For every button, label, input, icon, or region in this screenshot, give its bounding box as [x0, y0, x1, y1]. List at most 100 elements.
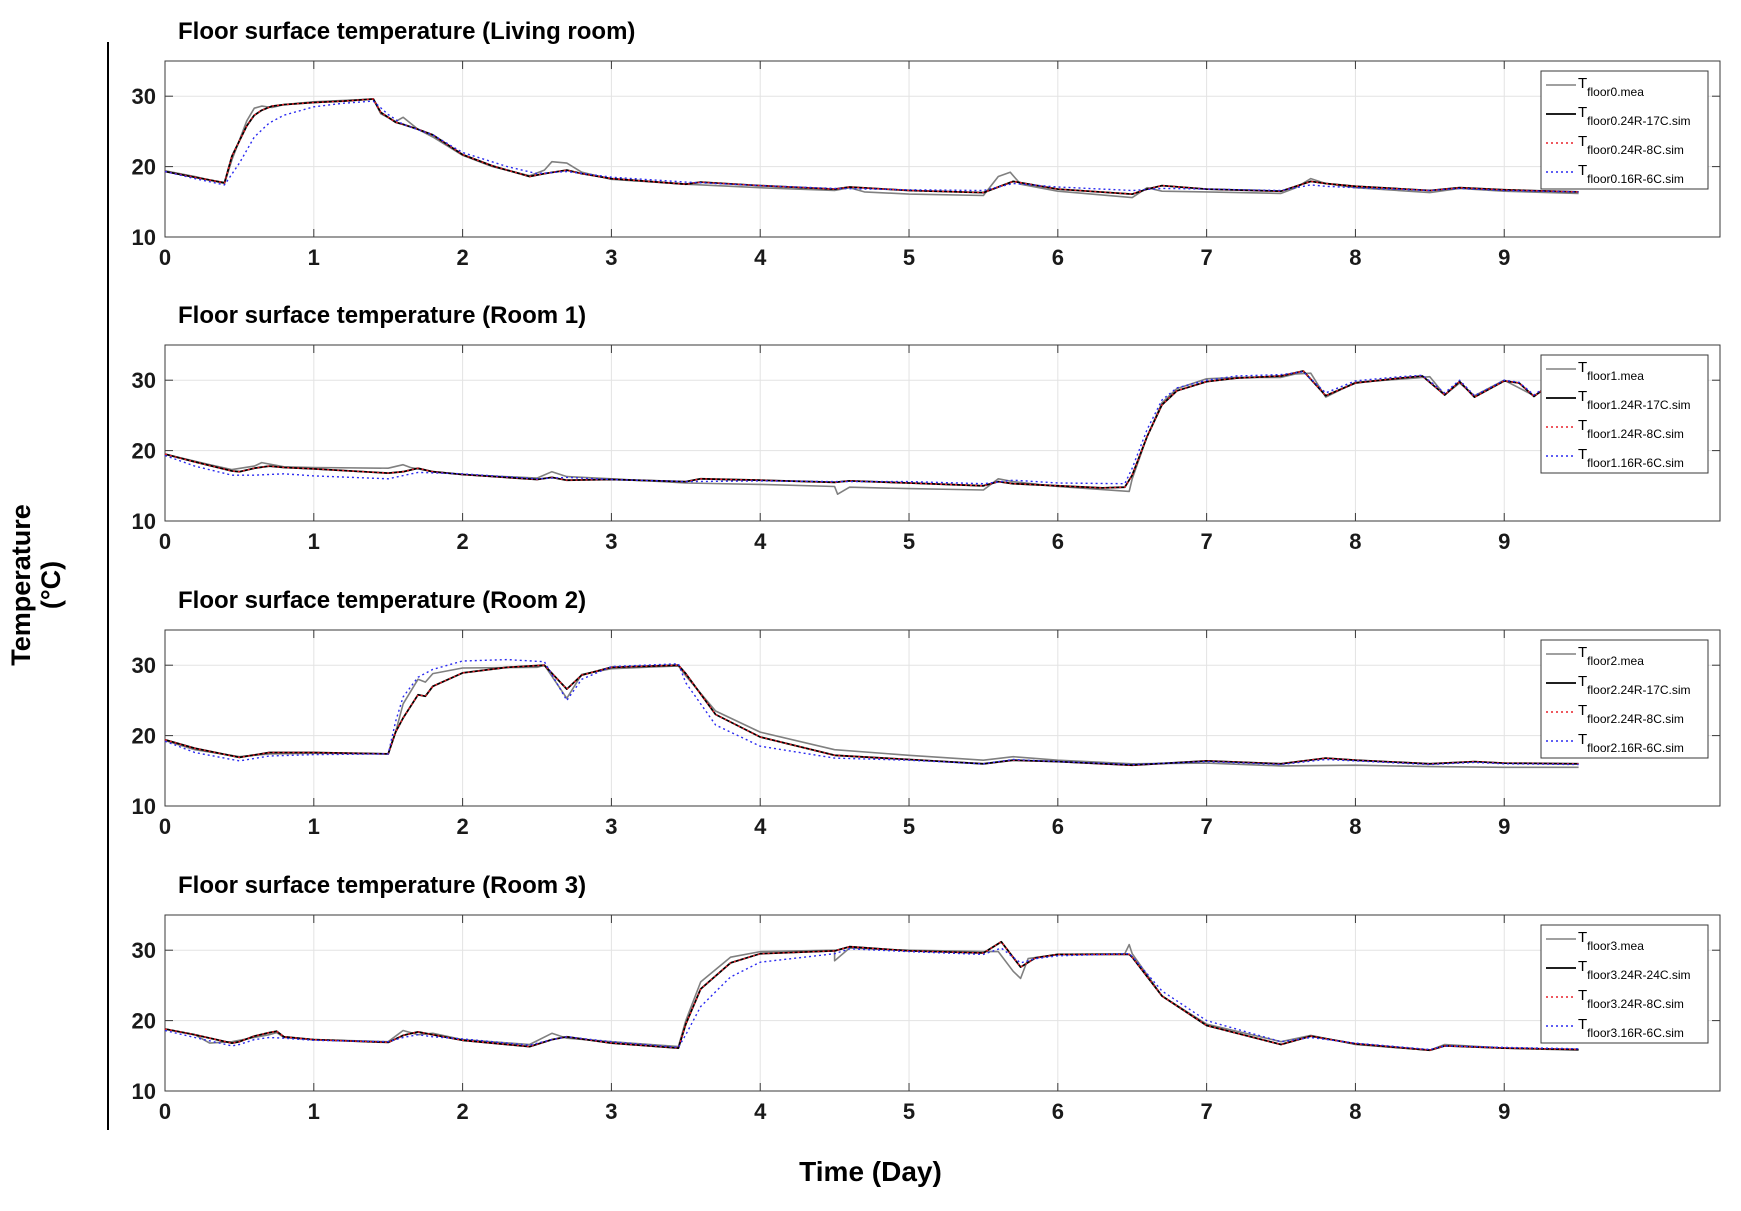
x-tick-label: 8: [1349, 1099, 1361, 1124]
legend: Tfloor1.mea Tfloor1.24R-17C.sim Tfloor1.24…: [1540, 354, 1709, 474]
x-tick-label: 7: [1201, 529, 1213, 554]
legend-symbol: T: [1578, 133, 1587, 150]
legend-box: [1540, 70, 1709, 190]
x-tick-label: 5: [903, 245, 915, 270]
x-tick-label: 0: [159, 529, 171, 554]
legend-box: [1540, 924, 1709, 1044]
panel-2: 0 1 2 3 4 5 6 7 8 9102030Tfloor2.meaTfloor2.24R-1…: [132, 629, 1721, 839]
x-tick-label: 3: [605, 529, 617, 554]
sim-c-line: [164, 947, 1579, 1051]
x-tick-label: 2: [456, 245, 468, 270]
sim-b-line: [164, 370, 1550, 489]
plot-frame: [164, 629, 1721, 807]
legend-subscript: floor0.mea: [1587, 85, 1644, 99]
legend-symbol: T: [1578, 446, 1587, 463]
legend-subscript: floor1.16R-6C.sim: [1587, 456, 1684, 470]
legend-entry: Tfloor1.mea: [1578, 359, 1644, 383]
legend: Tfloor0.meaTfloor0.24R-17C.simTfloor0.24…: [1540, 70, 1709, 190]
measured-line: [164, 372, 1550, 496]
y-tick-label: 20: [132, 724, 156, 749]
legend-entry: Tfloor3.24R-24C.sim: [1578, 958, 1691, 982]
legend-entry: Tfloor0.24R-8C.sim: [1578, 133, 1684, 157]
y-tick-label: 10: [132, 794, 156, 819]
legend: Tfloor2.meaTfloor2.24R-17C.simTfloor2.24…: [1540, 639, 1709, 759]
legend-entry: Tfloor3.16R-6C.sim: [1578, 1016, 1684, 1040]
legend-symbol: T: [1578, 731, 1587, 748]
y-tick-label: 20: [132, 155, 156, 180]
sim-b-line: [164, 664, 1579, 766]
legend-box: [1540, 354, 1709, 474]
x-tick-label: 0: [159, 814, 171, 839]
x-tick-label: 4: [754, 1099, 767, 1124]
x-tick-label: 0: [159, 1099, 171, 1124]
legend-box: [1540, 639, 1709, 759]
legend-subscript: floor1.mea: [1587, 369, 1644, 383]
sim-c-line: [164, 658, 1579, 766]
legend-symbol: T: [1578, 162, 1587, 179]
plot-frame: [164, 60, 1721, 238]
plot-frame: [164, 914, 1721, 1092]
legend-symbol: T: [1578, 104, 1587, 121]
legend-subscript: floor3.24R-24C.sim: [1587, 968, 1690, 982]
panel-3: 0 1 2 3 4 5 6 7 8 9102030Tfloor3.meaTfloor3.24R-2…: [132, 914, 1721, 1124]
x-tick-label: 7: [1201, 814, 1213, 839]
x-tick-label: 7: [1201, 245, 1213, 270]
legend-subscript: floor1.24R-8C.sim: [1587, 427, 1684, 441]
legend-symbol: T: [1578, 1016, 1587, 1033]
x-tick-label: 1: [308, 814, 320, 839]
x-tick-label: 9: [1498, 1099, 1510, 1124]
legend-subscript: floor0.24R-8C.sim: [1587, 143, 1684, 157]
panel-title-room-3: Floor surface temperature (Room 3): [178, 872, 587, 899]
x-tick-label: 9: [1498, 529, 1510, 554]
y-tick-label: 30: [132, 938, 156, 963]
legend-subscript: floor3.mea: [1587, 939, 1644, 953]
sim-a-line: [164, 98, 1579, 196]
panel-title-living-room: Floor surface temperature (Living room): [178, 18, 636, 45]
legend-symbol: T: [1578, 929, 1587, 946]
legend-entry: Tfloor1.24R-17C.sim: [1578, 388, 1691, 412]
legend-symbol: T: [1578, 702, 1587, 719]
legend-entry: Tfloor1.16R-6C.sim: [1578, 446, 1684, 470]
x-tick-label: 2: [456, 1099, 468, 1124]
legend-entry: Tfloor2.mea: [1578, 644, 1644, 668]
x-tick-label: 8: [1349, 814, 1361, 839]
sim-c-line: [164, 100, 1579, 193]
y-tick-label: 20: [132, 439, 156, 464]
x-tick-label: 7: [1201, 1099, 1213, 1124]
legend-symbol: T: [1578, 75, 1587, 92]
legend-subscript: floor0.16R-6C.sim: [1587, 172, 1684, 186]
legend-subscript: floor3.24R-8C.sim: [1587, 997, 1684, 1011]
sim-a-line: [164, 664, 1579, 767]
y-tick-label: 10: [132, 509, 156, 534]
y-tick-label: 30: [132, 368, 156, 393]
legend-entry: Tfloor0.mea: [1578, 75, 1644, 99]
x-tick-label: 6: [1052, 1099, 1064, 1124]
legend-symbol: T: [1578, 958, 1587, 975]
x-tick-label: 1: [308, 1099, 320, 1124]
x-tick-label: 4: [754, 529, 767, 554]
y-tick-label: 20: [132, 1009, 156, 1034]
x-tick-label: 1: [308, 245, 320, 270]
x-tick-label: 6: [1052, 529, 1064, 554]
x-tick-label: 3: [605, 1099, 617, 1124]
x-tick-label: 3: [605, 245, 617, 270]
x-tick-label: 2: [456, 529, 468, 554]
legend: Tfloor3.meaTfloor3.24R-24C.simTfloor3.24…: [1540, 924, 1709, 1044]
y-tick-label: 10: [132, 1079, 156, 1104]
y-tick-label: 30: [132, 84, 156, 109]
x-tick-label: 4: [754, 245, 767, 270]
legend-subscript: floor0.24R-17C.sim: [1587, 114, 1690, 128]
x-tick-label: 2: [456, 814, 468, 839]
legend-symbol: T: [1578, 417, 1587, 434]
sim-c-line: [164, 371, 1550, 485]
y-tick-label: 30: [132, 653, 156, 678]
x-tick-label: 5: [903, 1099, 915, 1124]
legend-symbol: T: [1578, 987, 1587, 1004]
x-tick-label: 1: [308, 529, 320, 554]
x-tick-label: 9: [1498, 814, 1510, 839]
legend-entry: Tfloor0.24R-17C.sim: [1578, 104, 1691, 128]
measured-line: [164, 943, 1579, 1051]
x-tick-label: 3: [605, 814, 617, 839]
